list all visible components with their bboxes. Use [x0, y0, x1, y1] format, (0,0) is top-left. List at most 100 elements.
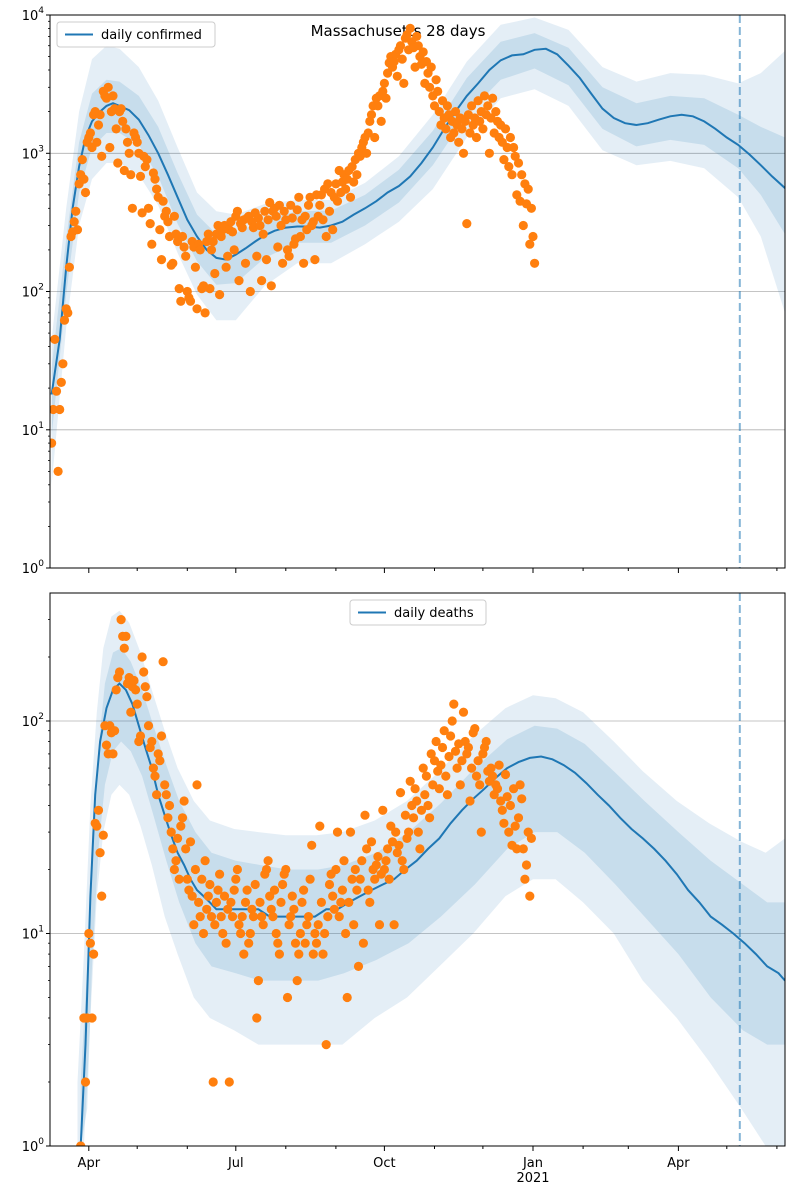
confirmed-data-point: [221, 262, 231, 272]
deaths-data-point: [174, 874, 184, 884]
deaths-data-point: [399, 864, 409, 875]
deaths-data-point: [344, 897, 354, 908]
confirmed-data-point: [349, 177, 359, 187]
confirmed-data-point: [255, 220, 265, 231]
deaths-data-point: [334, 912, 344, 922]
confirmed-data-point: [163, 217, 173, 227]
deaths-data-point: [328, 891, 338, 901]
deaths-data-point: [135, 731, 146, 741]
confirmed-data-point: [58, 359, 68, 369]
confirmed-data-point: [418, 47, 428, 57]
deaths-data-point: [374, 920, 385, 930]
deaths-data-point: [192, 780, 202, 790]
deaths-data-point: [413, 827, 423, 837]
confirmed-data-point: [323, 179, 333, 189]
confirmed-data-point: [161, 206, 171, 216]
deaths-data-point: [311, 938, 322, 948]
confirmed-data-point: [140, 162, 150, 172]
deaths-x-year-label: 2021: [516, 1171, 549, 1186]
confirmed-data-point: [399, 78, 409, 88]
deaths-data-point: [500, 769, 511, 780]
deaths-data-point: [281, 864, 291, 875]
deaths-data-point: [84, 928, 94, 939]
confirmed-data-point: [286, 200, 296, 210]
confirmed-outer-interval-band: [51, 17, 785, 485]
deaths-data-point: [208, 1077, 218, 1087]
deaths-data-point: [378, 805, 388, 815]
deaths-data-point: [458, 707, 469, 717]
confirmed-data-point: [462, 219, 472, 229]
confirmed-data-point: [433, 86, 443, 96]
confirmed-data-point: [273, 242, 283, 252]
deaths-data-point: [357, 856, 367, 866]
confirmed-data-point: [292, 205, 302, 215]
deaths-data-point: [237, 912, 247, 922]
confirmed-chart-panel: 100 101 102 103 104 daily confirmed: [22, 6, 786, 577]
confirmed-data-point: [517, 170, 527, 180]
deaths-data-point: [161, 790, 171, 800]
deaths-data-point: [110, 726, 120, 736]
confirmed-data-point: [366, 110, 377, 120]
confirmed-data-point: [379, 78, 389, 88]
confirmed-data-point: [77, 155, 87, 165]
deaths-data-point: [266, 904, 276, 914]
deaths-data-point: [139, 667, 149, 677]
deaths-data-point: [206, 912, 217, 922]
confirmed-data-point: [504, 162, 514, 172]
deaths-data-point: [289, 904, 299, 914]
deaths-data-point: [114, 667, 125, 677]
deaths-data-point: [231, 874, 241, 884]
deaths-data-point: [423, 800, 433, 811]
deaths-data-point: [404, 827, 414, 837]
confirmed-data-point: [332, 196, 343, 206]
deaths-data-point: [163, 813, 173, 823]
deaths-data-point: [510, 821, 520, 831]
deaths-data-point: [250, 879, 260, 890]
confirmed-data-point: [158, 196, 168, 206]
deaths-data-point: [392, 848, 402, 858]
deaths-data-point: [300, 938, 310, 948]
deaths-data-point: [391, 827, 401, 837]
confirmed-data-point: [152, 184, 162, 194]
confirmed-data-point: [352, 170, 362, 180]
deaths-data-point: [439, 726, 449, 736]
deaths-data-point: [271, 928, 281, 939]
confirmed-y-tick-label: 100: [22, 559, 45, 577]
deaths-data-point: [373, 852, 383, 862]
confirmed-data-point: [121, 124, 131, 134]
deaths-data-point: [239, 949, 249, 959]
confirmed-data-point: [397, 54, 407, 64]
confirmed-data-point: [458, 148, 469, 158]
confirmed-data-point: [488, 93, 498, 103]
confirmed-data-point: [300, 211, 310, 221]
confirmed-legend-box: [56, 21, 216, 48]
deaths-data-point: [415, 844, 425, 854]
confirmed-data-point: [169, 211, 179, 221]
deaths-data-point: [303, 912, 314, 922]
deaths-data-point: [177, 813, 188, 823]
deaths-data-point: [142, 692, 152, 702]
confirmed-data-point: [53, 466, 63, 476]
confirmed-data-point: [253, 213, 263, 223]
deaths-data-point: [200, 856, 210, 866]
deaths-legend-box: [349, 599, 487, 626]
deaths-x-tick-label: Apr: [667, 1156, 690, 1171]
confirmed-data-point: [168, 258, 178, 268]
confirmed-data-point: [303, 200, 314, 210]
confirmed-data-point: [206, 245, 217, 255]
deaths-data-point: [166, 827, 176, 837]
deaths-data-point: [290, 938, 301, 948]
deaths-data-point: [179, 796, 189, 806]
deaths-data-point: [108, 749, 118, 759]
confirmed-data-point: [92, 137, 102, 147]
deaths-data-point: [202, 904, 212, 914]
confirmed-data-point: [223, 251, 233, 261]
deaths-data-point: [512, 844, 522, 854]
confirmed-data-point: [523, 184, 533, 194]
deaths-data-point: [98, 830, 108, 840]
confirmed-legend-label: daily confirmed: [101, 28, 202, 43]
deaths-data-point: [437, 742, 448, 753]
deaths-data-point: [190, 864, 200, 875]
deaths-data-point: [313, 920, 323, 930]
deaths-data-point: [158, 657, 168, 667]
